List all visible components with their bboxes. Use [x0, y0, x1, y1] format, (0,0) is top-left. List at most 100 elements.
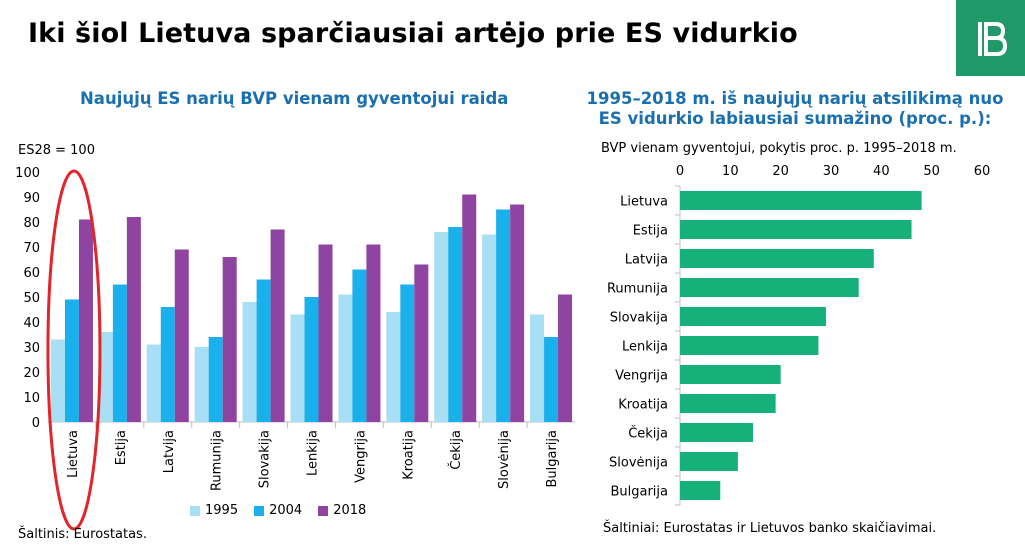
right-subtitle-line-1: 1995–2018 m. iš naujųjų narių atsilikimą… — [586, 89, 1004, 108]
right-bar-chart: 0 10 20 30 40 50 60 Lietuva Estija Latvija Rumunij… — [607, 164, 991, 506]
y-tick-label: Slovakija — [610, 311, 668, 326]
left-chart-legend: 1995 2004 2018 — [190, 503, 366, 518]
bar-Vengrija — [680, 365, 781, 384]
x-tick-label: Latvija — [162, 430, 177, 473]
legend-swatch — [318, 505, 329, 516]
bar-2018-Slovakija — [270, 229, 285, 422]
x-tick-label: Lietuva — [66, 430, 81, 478]
bar-2018-Slovėnija — [510, 204, 525, 422]
bar-2004-Lietuva — [64, 299, 79, 422]
bar-2004-Kroatija — [400, 284, 415, 422]
x-tick-label: Slovakija — [258, 430, 273, 488]
bar-Lenkija — [680, 336, 819, 355]
bar-1995-Rumunija — [194, 347, 209, 422]
bar-2004-Čekija — [448, 227, 463, 422]
y-tick-label: 20 — [23, 366, 40, 381]
y-tick-label: Lenkija — [622, 340, 668, 355]
y-tick-label: 30 — [23, 341, 40, 356]
bank-logo — [956, 0, 1025, 76]
page-title: Iki šiol Lietuva sparčiausiai artėjo pri… — [28, 18, 798, 49]
bar-2018-Vengrija — [366, 244, 381, 422]
highlight-ellipse — [46, 169, 102, 531]
x-tick-label: Rumunija — [210, 430, 225, 491]
right-subtitle-line-2: ES vidurkio labiausiai sumažino (proc. p… — [598, 109, 992, 128]
x-tick-label: 60 — [974, 164, 991, 179]
bar-2004-Estija — [112, 284, 127, 422]
y-tick-label: Rumunija — [607, 282, 668, 297]
legend-label: 2004 — [269, 503, 303, 518]
bar-2018-Lietuva — [78, 219, 93, 422]
x-tick-label: 0 — [676, 164, 684, 179]
legend-label: 2018 — [333, 503, 367, 518]
x-tick-label: Estija — [114, 430, 129, 465]
y-tick-label: Čekija — [628, 426, 668, 442]
right-chart-subtitle: 1995–2018 m. iš naujųjų narių atsilikimą… — [560, 89, 1025, 129]
unit-label: ES28 = 100 — [18, 143, 95, 158]
x-tick-label: Kroatija — [401, 430, 416, 480]
bar-Lietuva — [680, 191, 922, 210]
y-tick-label: 100 — [15, 166, 40, 181]
bar-Bulgarija — [680, 481, 721, 500]
y-tick-label: 10 — [23, 391, 40, 406]
bar-1995-Vengrija — [338, 294, 353, 422]
bar-2018-Latvija — [174, 249, 189, 422]
bar-1995-Slovėnija — [482, 234, 497, 422]
bar-1995-Lenkija — [290, 314, 305, 422]
bar-Rumunija — [680, 278, 859, 297]
legend-item-2004: 2004 — [254, 503, 302, 518]
legend-item-1995: 1995 — [190, 503, 238, 518]
bar-2018-Bulgarija — [558, 294, 573, 422]
x-tick-label: 50 — [923, 164, 940, 179]
bar-1995-Estija — [98, 332, 113, 422]
y-tick-label: 40 — [23, 316, 40, 331]
x-tick-label: Bulgarija — [545, 430, 560, 488]
bar-2004-Latvija — [160, 307, 175, 422]
legend-label: 1995 — [205, 503, 239, 518]
bar-1995-Lietuva — [50, 339, 65, 422]
bar-2004-Rumunija — [208, 337, 223, 422]
right-axis-caption: BVP vienam gyventojui, pokytis proc. p. … — [601, 141, 957, 156]
legend-swatch — [254, 505, 265, 516]
y-tick-label: Slovėnija — [609, 456, 668, 471]
x-tick-label: Čekija — [448, 430, 464, 470]
y-tick-label: Estija — [633, 224, 668, 239]
bar-1995-Čekija — [434, 232, 449, 422]
x-tick-label: 40 — [873, 164, 890, 179]
bar-2004-Bulgarija — [544, 337, 559, 422]
bar-Slovėnija — [680, 452, 738, 471]
bar-Slovakija — [680, 307, 826, 326]
bar-2004-Slovakija — [256, 279, 271, 422]
y-tick-label: Lietuva — [620, 195, 668, 210]
y-tick-label: 0 — [32, 416, 40, 431]
legend-swatch — [190, 505, 200, 516]
x-tick-label: Lenkija — [306, 430, 321, 476]
bar-2018-Lenkija — [318, 244, 333, 422]
y-tick-label: 80 — [23, 216, 40, 231]
bar-2018-Rumunija — [222, 257, 237, 422]
left-chart-subtitle: Naujųjų ES narių BVP vienam gyventojui r… — [80, 89, 509, 108]
x-tick-label: 20 — [772, 164, 789, 179]
y-tick-label: Latvija — [625, 253, 668, 268]
y-tick-label: 90 — [23, 191, 40, 206]
bar-Kroatija — [680, 394, 776, 413]
bar-2004-Vengrija — [352, 269, 367, 422]
bar-1995-Kroatija — [386, 312, 401, 422]
left-source-note: Šaltinis: Eurostatas. — [18, 527, 147, 542]
y-tick-label: Vengrija — [615, 369, 668, 384]
bar-2004-Slovėnija — [496, 209, 511, 422]
bar-2018-Estija — [126, 217, 141, 422]
left-bar-chart: 0 10 20 30 40 50 60 70 80 90 100 Lietuva Estija Latvi… — [15, 166, 575, 531]
x-tick-label: Vengrija — [353, 430, 368, 483]
bar-2018-Čekija — [462, 194, 477, 422]
bar-Čekija — [680, 423, 753, 442]
legend-item-2018: 2018 — [318, 503, 366, 518]
y-tick-label: 70 — [23, 241, 40, 256]
bar-1995-Latvija — [146, 344, 161, 422]
y-tick-label: Kroatija — [618, 398, 668, 413]
bar-1995-Slovakija — [242, 302, 257, 422]
y-tick-label: Bulgarija — [610, 485, 668, 500]
bar-2004-Lenkija — [304, 297, 319, 422]
y-tick-label: 50 — [23, 291, 40, 306]
x-tick-label: Slovėnija — [497, 430, 512, 489]
bar-1995-Bulgarija — [530, 314, 545, 422]
